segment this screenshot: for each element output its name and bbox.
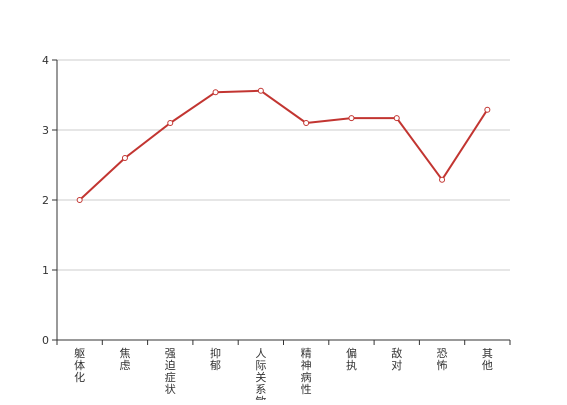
- axes: [52, 59, 511, 345]
- data-point: [121, 155, 128, 161]
- x-tick-label: 焦虑: [119, 347, 130, 372]
- data-point: [212, 89, 219, 96]
- series-line: [78, 89, 489, 201]
- x-tick-label: 躯体化: [74, 347, 85, 384]
- x-tick-label: 偏执: [346, 346, 357, 372]
- y-tick-label: 0: [42, 334, 49, 347]
- data-point: [393, 115, 400, 122]
- data-point: [257, 87, 264, 94]
- x-tick-label: 其他: [482, 347, 493, 372]
- y-tick-label: 2: [42, 194, 49, 207]
- tick-labels: 0 1 2 3 4 躯体化 焦虑 强迫症状 抑郁 人际关系敏感 精神病性 偏执 敌对 恐怖 其他: [42, 54, 493, 405]
- x-tick-label: 恐怖: [437, 347, 448, 372]
- data-point: [303, 120, 310, 126]
- grid-lines: [57, 59, 510, 271]
- y-tick-label: 1: [42, 264, 49, 277]
- x-tick-label: 人际关系敏感: [255, 347, 266, 400]
- series: [76, 87, 491, 203]
- x-tick-label: 精神病性: [301, 347, 312, 396]
- y-tick-label: 4: [42, 54, 49, 67]
- data-point: [348, 115, 355, 122]
- x-tick-label: 抑郁: [210, 346, 221, 372]
- data-point: [76, 197, 83, 203]
- y-tick-label: 3: [42, 124, 49, 137]
- data-point: [484, 106, 491, 113]
- x-tick-label: 敌对: [391, 346, 402, 372]
- data-point: [439, 176, 446, 183]
- x-tick-label: 强迫症状: [165, 347, 176, 396]
- data-point: [167, 120, 174, 126]
